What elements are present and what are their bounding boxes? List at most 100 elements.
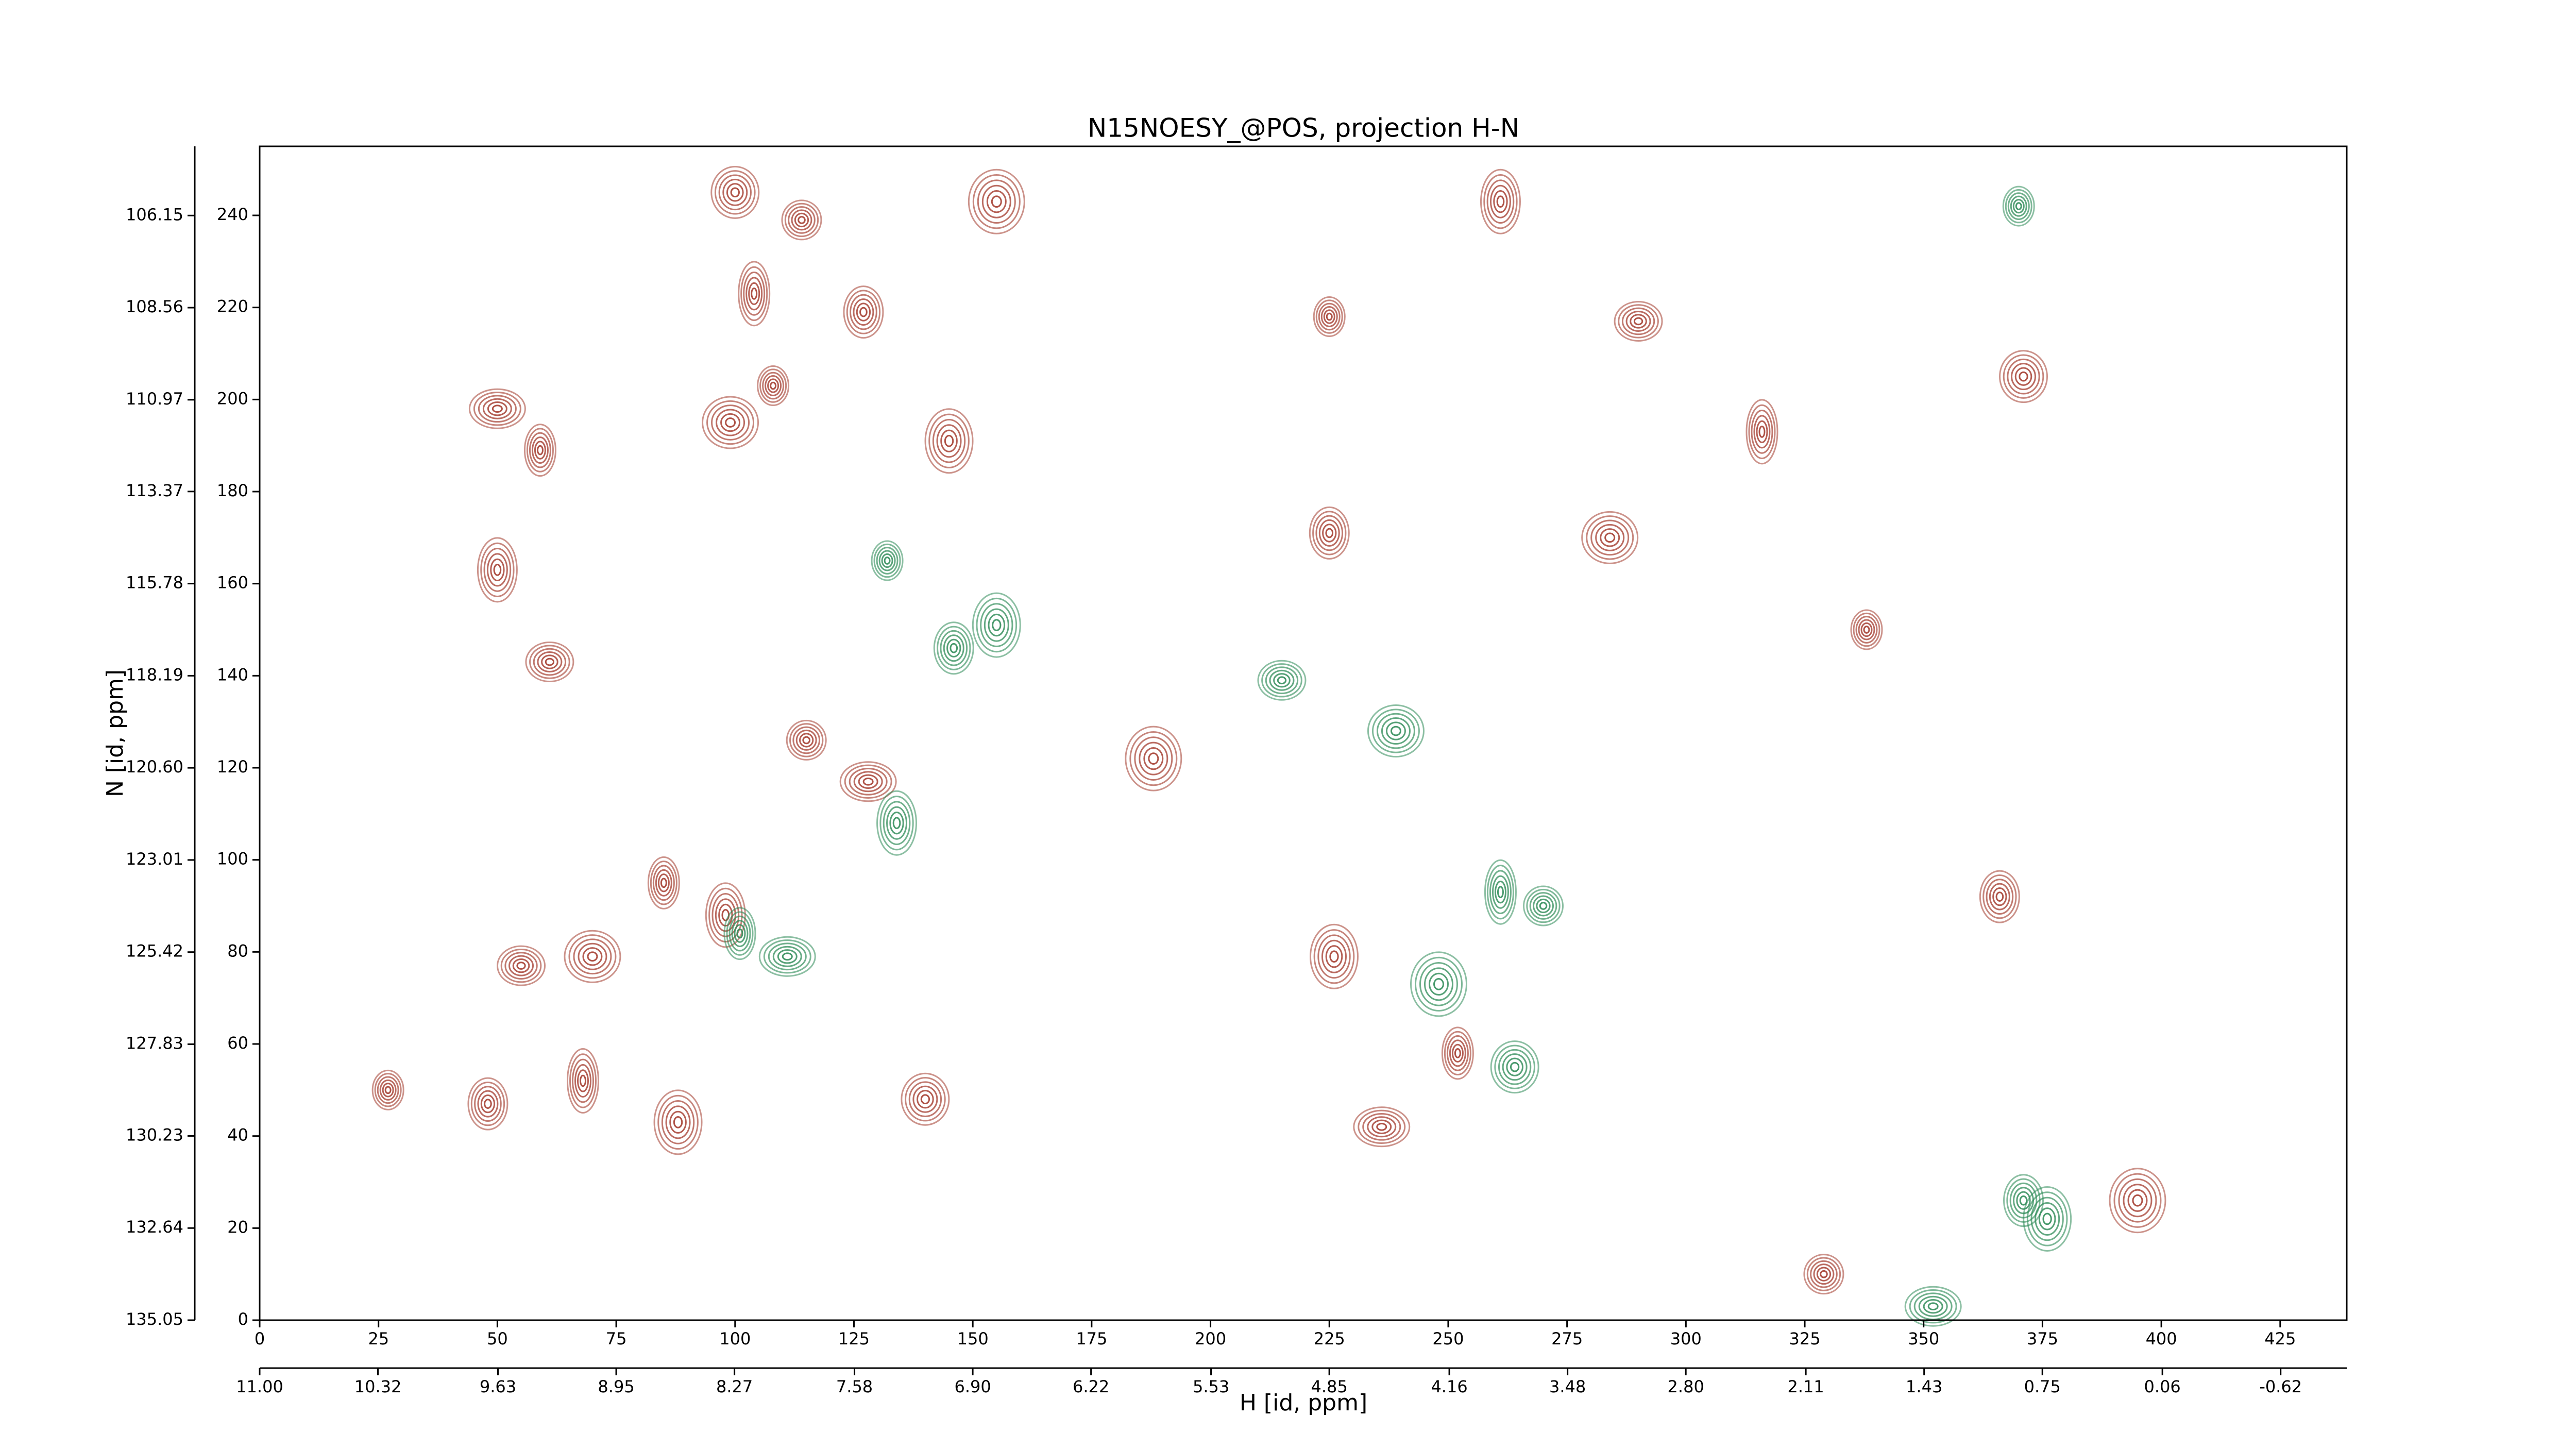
contour-ring [2042, 1212, 2052, 1225]
contour-ring [657, 1094, 699, 1150]
contour-ring [384, 1086, 392, 1094]
contour-ring [374, 1073, 402, 1107]
contour-ring [1497, 886, 1504, 899]
contour-ring [1486, 865, 1514, 920]
contour-ring [1586, 515, 1634, 560]
x-tick-label: 25 [368, 1329, 389, 1349]
contour-ring [492, 405, 503, 413]
peak-contour [467, 1077, 509, 1131]
contour-ring [1454, 1048, 1461, 1058]
peak-contour [497, 945, 546, 986]
contour-ring [968, 169, 1025, 234]
y2-tick-label: 135.05 [126, 1309, 183, 1329]
y-tick-label: 160 [217, 573, 248, 593]
contour-ring [871, 540, 904, 581]
x2-tick-label: 10.32 [354, 1377, 402, 1396]
peak-contour [839, 761, 897, 802]
contour-ring [1510, 1062, 1520, 1072]
contour-ring [748, 282, 760, 306]
contour-ring [1446, 1035, 1469, 1071]
peak-contour [710, 165, 760, 219]
peak-contour [871, 540, 904, 581]
contour-ring [1493, 190, 1508, 213]
contour-ring [2012, 198, 2025, 214]
x2-tick-label: 1.43 [1906, 1377, 1942, 1396]
x2-tick-label: 8.95 [598, 1377, 634, 1396]
contour-ring [500, 948, 542, 983]
x2-tick-label: 6.22 [1073, 1377, 1109, 1396]
contour-ring [2002, 186, 2035, 227]
contour-ring [905, 1077, 946, 1122]
contour-ring [705, 882, 746, 948]
contour-ring [1484, 859, 1517, 925]
contour-ring [924, 408, 974, 474]
x-tick-label: 50 [487, 1329, 508, 1349]
contour-ring [1625, 310, 1651, 332]
peak-contour [1309, 923, 1359, 989]
contour-ring [525, 642, 574, 683]
contour-ring [710, 165, 760, 219]
contour-ring [920, 1094, 930, 1105]
y2-tick-label: 118.19 [126, 665, 183, 684]
x-tick-label: 225 [1314, 1329, 1345, 1349]
y2-tick-label: 123.01 [126, 849, 183, 869]
contour-ring [767, 378, 779, 393]
contour-ring [1803, 1254, 1844, 1295]
contour-ring [1322, 524, 1337, 543]
peak-contour [1850, 609, 1883, 650]
x2-tick-label: 9.63 [480, 1377, 516, 1396]
contour-ring [1315, 299, 1343, 334]
contour-ring [478, 395, 517, 423]
contour-ring [470, 1081, 505, 1126]
contour-ring [1419, 962, 1458, 1006]
contour-ring [2132, 1194, 2143, 1207]
contour-ring [876, 790, 918, 856]
contour-ring [1526, 888, 1561, 923]
peak-contour [1484, 859, 1517, 925]
contour-ring [1506, 1057, 1523, 1076]
peak-contour [1523, 885, 1564, 926]
y-tick-label: 220 [217, 297, 248, 316]
x2-tick-label: 3.48 [1549, 1377, 1586, 1396]
contour-ring [1806, 1257, 1841, 1291]
contour-ring [673, 1116, 683, 1128]
contour-ring [647, 856, 680, 909]
contour-ring [886, 806, 908, 840]
plot-frame [259, 145, 2348, 1321]
contour-ring [1376, 713, 1415, 749]
peak-contour [525, 642, 574, 683]
peak-contour [1614, 300, 1663, 342]
contour-ring [493, 564, 502, 576]
contour-ring [856, 302, 871, 322]
contour-ring [908, 1081, 942, 1118]
x-tick-label: 325 [1789, 1329, 1820, 1349]
contour-ring [1813, 1263, 1835, 1285]
contour-ring [1381, 717, 1411, 745]
contour-ring [844, 764, 892, 799]
contour-ring [1753, 415, 1771, 449]
contour-ring [884, 557, 891, 565]
contour-ring [1904, 1286, 1962, 1327]
contour-ring [936, 424, 962, 458]
contour-ring [534, 441, 546, 460]
contour-ring [1630, 314, 1647, 329]
contour-ring [536, 445, 544, 456]
x2-tick-label: 7.58 [836, 1377, 873, 1396]
peak-contour [723, 907, 756, 961]
contour-ring [853, 298, 874, 326]
contour-ring [371, 1069, 404, 1110]
y-tick-label: 200 [217, 389, 248, 408]
contour-ring [950, 643, 958, 653]
contour-ring [940, 429, 958, 452]
x-tick-label: 125 [838, 1329, 870, 1349]
contour-ring [1358, 1109, 1406, 1144]
contour-ring [992, 619, 1002, 631]
contour-ring [1449, 1039, 1466, 1067]
contour-ring [937, 626, 971, 670]
contour-ring [379, 1079, 397, 1101]
contour-ring [1863, 626, 1870, 634]
x2-tick-label: 5.53 [1193, 1377, 1229, 1396]
peak-contour [1125, 726, 1182, 791]
contour-ring [759, 368, 787, 403]
contour-ring [1523, 885, 1564, 926]
